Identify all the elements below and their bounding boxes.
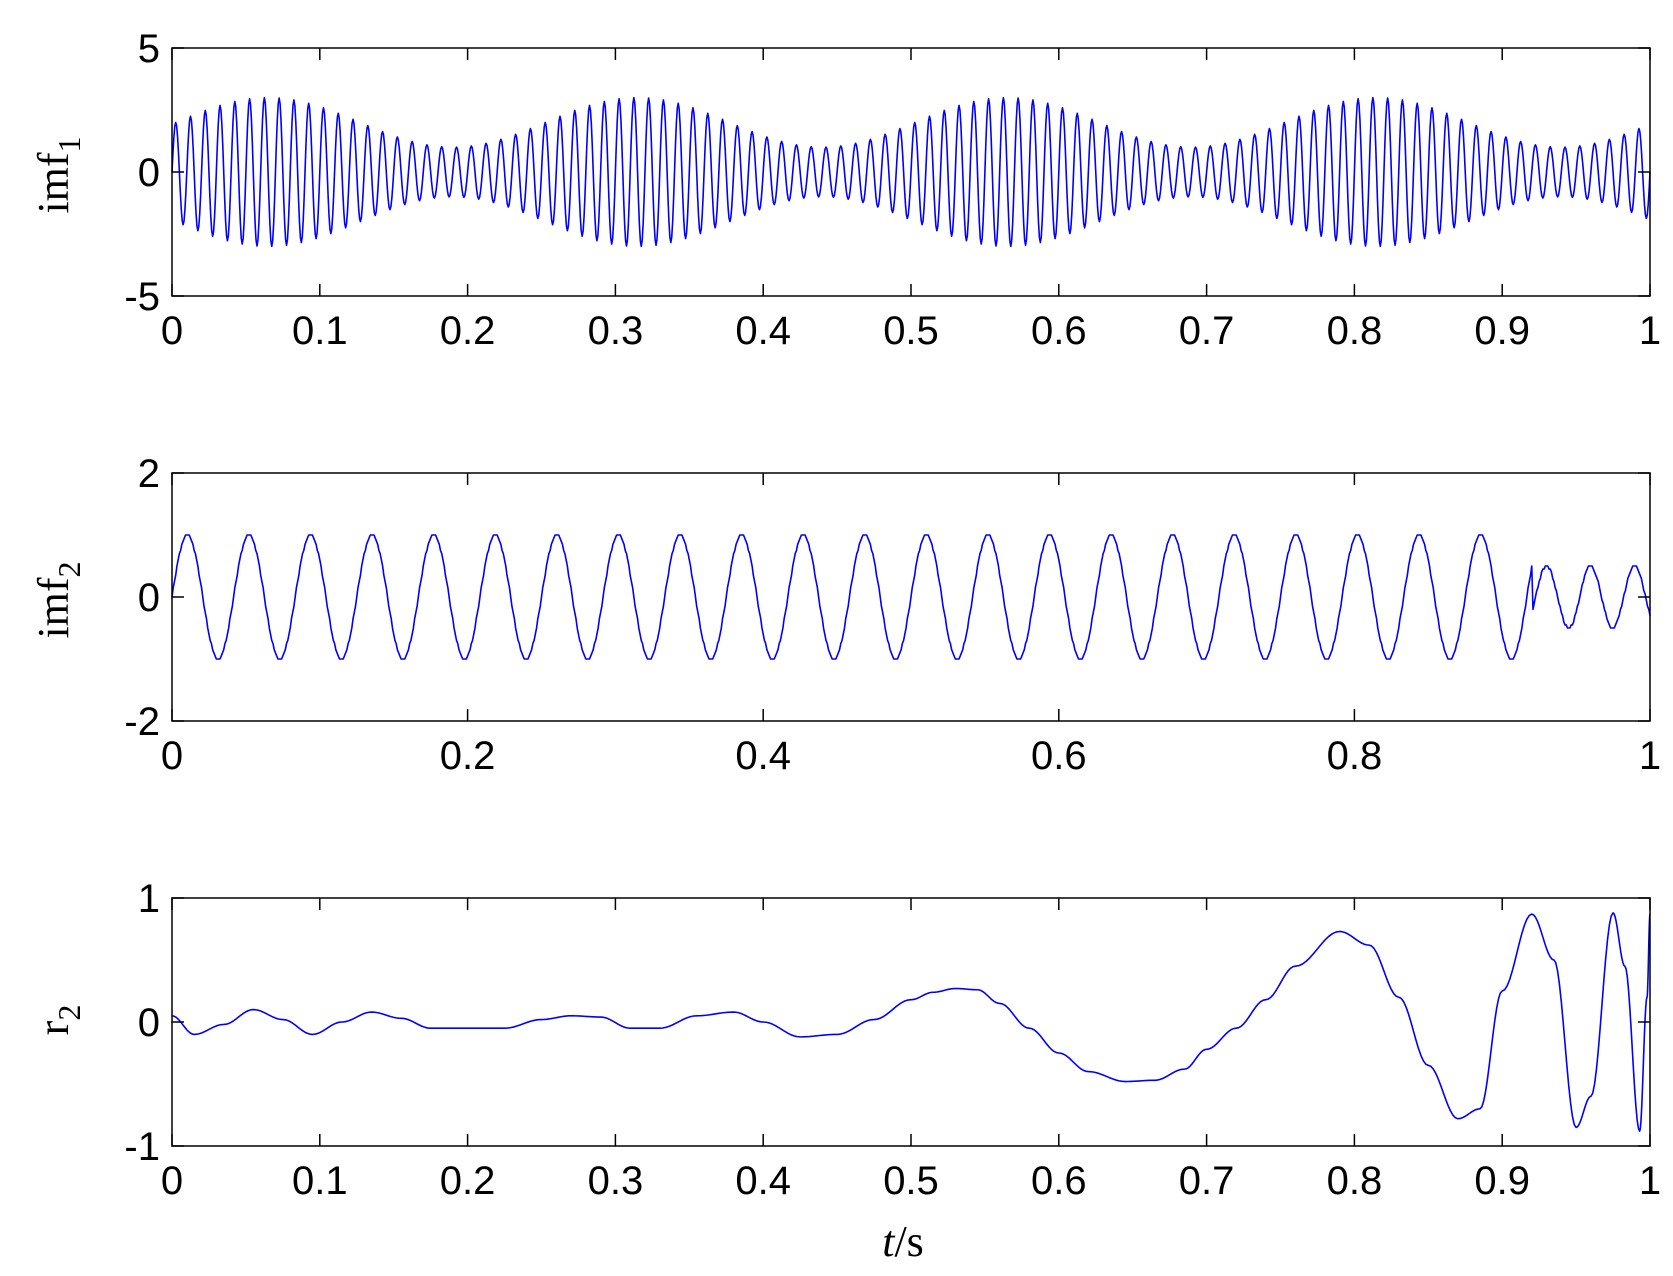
x-tick-label: 1 (1639, 309, 1661, 353)
x-tick-label: 0.6 (1031, 734, 1087, 778)
panel-r2: 0 0.1 0.2 0.3 0.4 0.5 0.6 0.7 0.8 0.9 1-101 r2 t/s (29, 877, 1661, 1266)
x-tick-label: 0.8 (1327, 309, 1383, 353)
y-tick-label: 1 (138, 877, 160, 921)
x-tick-label: 0.6 (1031, 309, 1087, 353)
x-axis-label-r2: t/s (882, 1217, 924, 1266)
series-line (171, 534, 1651, 660)
series-r2 (171, 912, 1651, 1132)
y-axis-label-r2: r2 (29, 1005, 87, 1036)
panel-imf1: 0 0.1 0.2 0.3 0.4 0.5 0.6 0.7 0.8 0.9 1-505 imf1 (29, 27, 1661, 353)
y-tick-label: 0 (138, 151, 160, 195)
x-tick-label: 0.1 (292, 309, 348, 353)
y-tick-label: 5 (138, 27, 160, 71)
y-tick-label: 0 (138, 576, 160, 620)
ticks-r2: 0 0.1 0.2 0.3 0.4 0.5 0.6 0.7 0.8 0.9 1-101 (124, 877, 1661, 1203)
x-tick-label: 0.8 (1327, 1159, 1383, 1203)
x-tick-label: 0.5 (883, 1159, 939, 1203)
x-tick-label: 1 (1639, 734, 1661, 778)
x-tick-label: 0.4 (735, 734, 791, 778)
x-tick-label: 0.7 (1179, 309, 1235, 353)
x-tick-label: 0.9 (1474, 309, 1530, 353)
y-axis-label-imf1: imf1 (29, 136, 87, 213)
y-tick-label: -2 (124, 700, 160, 744)
x-tick-label: 0.2 (440, 1159, 496, 1203)
y-tick-label: -1 (124, 1125, 160, 1169)
x-tick-label: 0.4 (735, 309, 791, 353)
x-tick-label: 0.9 (1474, 1159, 1530, 1203)
series-line (171, 912, 1651, 1132)
x-tick-label: 0.4 (735, 1159, 791, 1203)
x-tick-label: 1 (1639, 1159, 1661, 1203)
x-tick-label: 0.1 (292, 1159, 348, 1203)
x-tick-label: 0.2 (440, 309, 496, 353)
x-tick-label: 0 (161, 309, 183, 353)
y-tick-label: -5 (124, 275, 160, 319)
x-tick-label: 0.5 (883, 309, 939, 353)
y-axis-label-imf2: imf2 (29, 561, 87, 638)
axes-box-r2 (171, 897, 1651, 1147)
x-tick-label: 0.6 (1031, 1159, 1087, 1203)
series-line (171, 96, 1651, 248)
series-imf2 (171, 534, 1651, 660)
x-tick-label: 0.7 (1179, 1159, 1235, 1203)
ticks-imf2: 0 0.2 0.4 0.6 0.8 1-202 (124, 452, 1661, 778)
x-tick-label: 0.2 (440, 734, 496, 778)
x-tick-label: 0.3 (588, 1159, 644, 1203)
series-imf1 (171, 96, 1651, 248)
x-tick-label: 0.3 (588, 309, 644, 353)
x-tick-label: 0.8 (1327, 734, 1383, 778)
y-tick-label: 0 (138, 1001, 160, 1045)
x-tick-label: 0 (161, 1159, 183, 1203)
y-tick-label: 2 (138, 452, 160, 496)
panel-imf2: 0 0.2 0.4 0.6 0.8 1-202 imf2 (29, 452, 1661, 778)
x-tick-label: 0 (161, 734, 183, 778)
ticks-imf1: 0 0.1 0.2 0.3 0.4 0.5 0.6 0.7 0.8 0.9 1-505 (124, 27, 1661, 353)
